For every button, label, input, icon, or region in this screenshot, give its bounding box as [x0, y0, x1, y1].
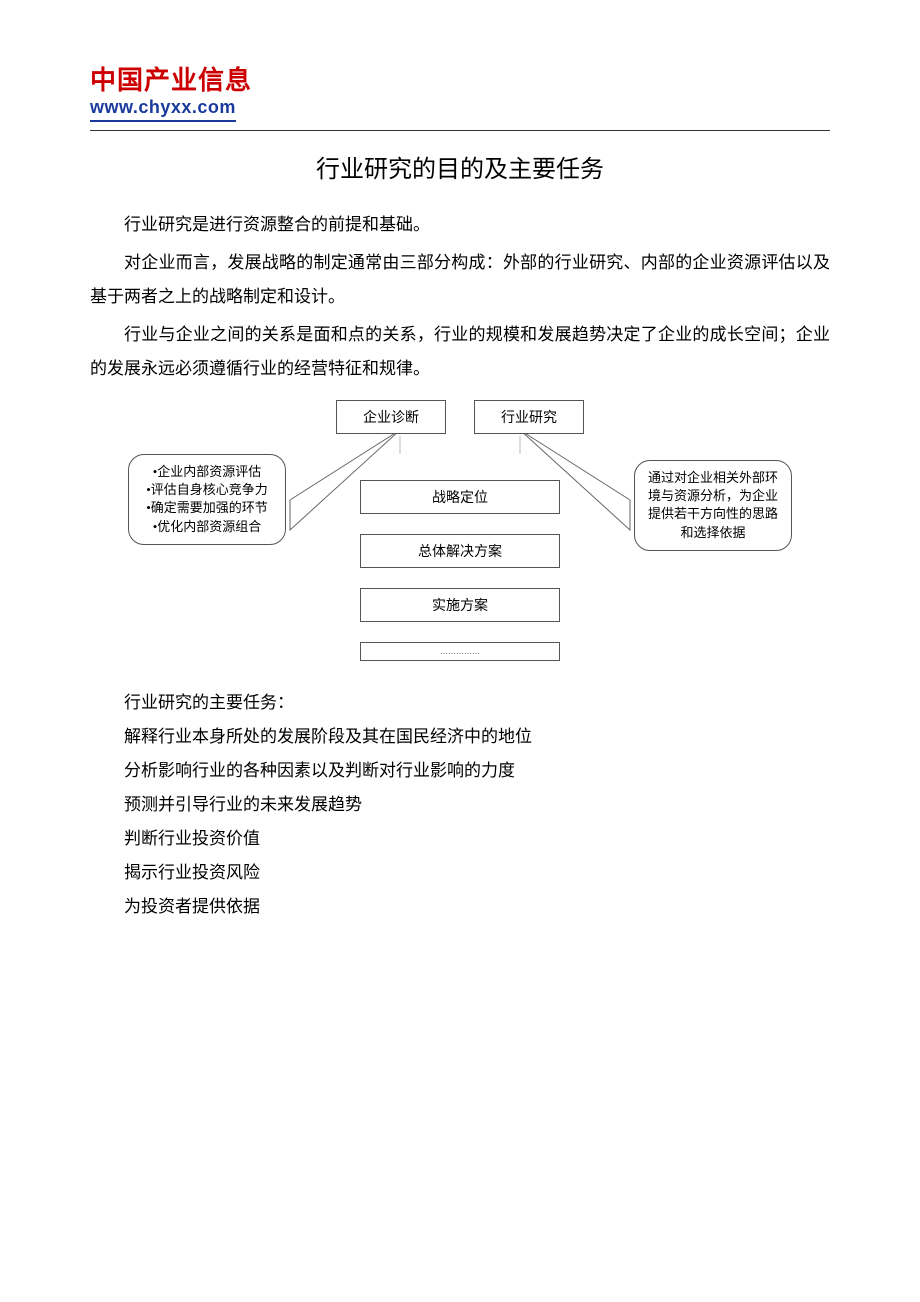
task-item: 预测并引导行业的未来发展趋势 — [90, 788, 830, 822]
page-title: 行业研究的目的及主要任务 — [90, 149, 830, 184]
task-item: 判断行业投资价值 — [90, 822, 830, 856]
page-header: 中国产业信息 www.chyxx.com — [90, 60, 830, 122]
task-item: 揭示行业投资风险 — [90, 856, 830, 890]
logo-text: 中国产业信息 — [90, 60, 830, 97]
strategy-diagram: 企业诊断 行业研究 •企业内部资源评估 •评估自身核心竞争力 •确定需要加强的环… — [150, 400, 770, 670]
paragraph: 行业与企业之间的关系是面和点的关系，行业的规模和发展趋势决定了企业的成长空间；企… — [90, 318, 830, 386]
header-divider — [90, 130, 830, 131]
tasks-heading: 行业研究的主要任务： — [90, 686, 830, 720]
task-item: 分析影响行业的各种因素以及判断对行业影响的力度 — [90, 754, 830, 788]
paragraph: 行业研究是进行资源整合的前提和基础。 — [90, 208, 830, 242]
document-page: 中国产业信息 www.chyxx.com 行业研究的目的及主要任务 行业研究是进… — [0, 0, 920, 984]
task-item: 为投资者提供依据 — [90, 890, 830, 924]
diagram-box-strategic-positioning: 战略定位 — [360, 480, 560, 514]
diagram-box-overall-solution: 总体解决方案 — [360, 534, 560, 568]
diagram-box-implementation-plan: 实施方案 — [360, 588, 560, 622]
diagram-box-industry-research: 行业研究 — [474, 400, 584, 434]
logo-url: www.chyxx.com — [90, 97, 236, 122]
paragraph: 对企业而言，发展战略的制定通常由三部分构成：外部的行业研究、内部的企业资源评估以… — [90, 246, 830, 314]
diagram-box-ellipsis: …………… — [360, 642, 560, 661]
diagram-box-enterprise-diagnosis: 企业诊断 — [336, 400, 446, 434]
task-item: 解释行业本身所处的发展阶段及其在国民经济中的地位 — [90, 720, 830, 754]
